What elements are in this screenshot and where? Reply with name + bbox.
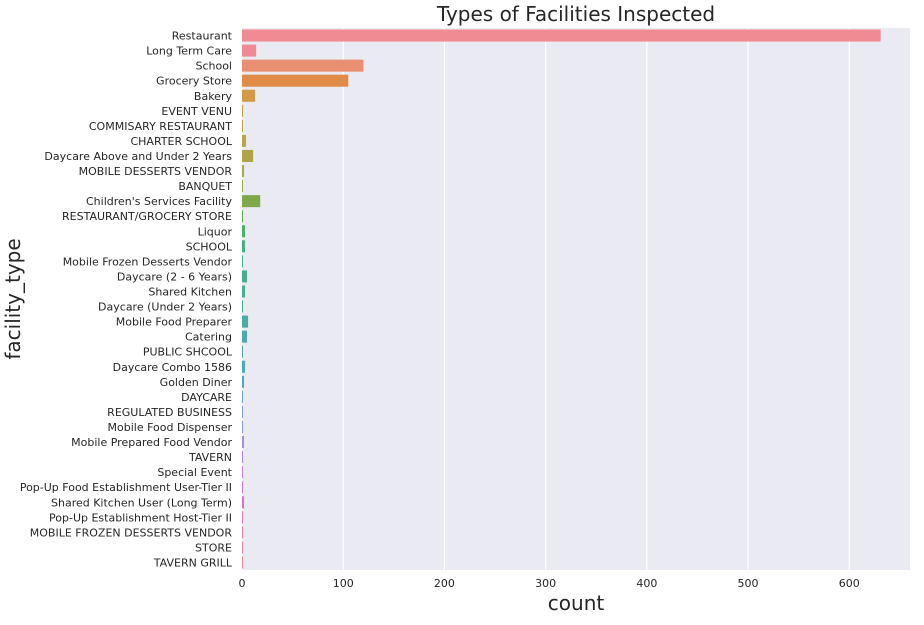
x-tick-label: 0 [239, 577, 246, 590]
x-tick-label: 600 [839, 577, 860, 590]
x-tick-label: 100 [333, 577, 354, 590]
bar [242, 345, 244, 358]
bar [242, 466, 244, 479]
bar [242, 225, 246, 238]
y-tick-label: PUBLIC SHCOOL [143, 346, 233, 359]
x-tick-label: 400 [636, 577, 657, 590]
y-axis-label: facility_type [1, 238, 25, 359]
y-tick-label: EVENT VENU [161, 105, 232, 118]
y-tick-label: Bakery [194, 90, 233, 103]
bar [242, 330, 248, 343]
bar [242, 300, 244, 313]
y-tick-label: TAVERN [188, 451, 232, 464]
y-tick-label: DAYCARE [181, 391, 232, 404]
y-tick-label: School [195, 60, 232, 73]
y-tick-label: MOBILE DESSERTS VENDOR [79, 165, 233, 178]
bar [242, 315, 249, 328]
bar [242, 180, 244, 193]
bar [242, 541, 244, 554]
bar [242, 119, 244, 132]
y-tick-label: Pop-Up Establishment Host-Tier II [49, 511, 232, 524]
bar [242, 405, 244, 418]
y-tick-label: BANQUET [178, 180, 232, 193]
y-tick-label: Golden Diner [160, 376, 233, 389]
x-tick-labels: 0 100 200 300 400 500 600 [239, 577, 860, 590]
y-tick-label: CHARTER SCHOOL [130, 135, 232, 148]
y-tick-label: Liquor [198, 225, 233, 238]
y-tick-label: COMMISARY RESTAURANT [89, 120, 232, 133]
x-tick-label: 500 [738, 577, 759, 590]
y-tick-label: Daycare Above and Under 2 Years [44, 150, 232, 163]
bar [242, 74, 349, 87]
bars [242, 29, 881, 569]
bar [242, 240, 246, 253]
y-tick-label: SCHOOL [186, 240, 233, 253]
y-tick-label: Catering [185, 331, 232, 344]
bar [242, 375, 245, 388]
y-tick-label: REGULATED BUSINESS [107, 406, 232, 419]
bar [242, 556, 244, 569]
y-tick-label: Daycare Combo 1586 [113, 361, 232, 374]
y-tick-label: TAVERN GRILL [153, 556, 233, 569]
bar [242, 89, 256, 102]
bar [242, 390, 244, 403]
bar [242, 526, 244, 539]
y-tick-labels: Restaurant Long Term Care School Grocery St… [20, 30, 233, 570]
bar [242, 511, 244, 524]
bar [242, 210, 244, 223]
y-tick-label: Long Term Care [146, 45, 232, 58]
y-tick-label: Grocery Store [156, 75, 232, 88]
bar [242, 255, 244, 268]
chart-title: Types of Facilities Inspected [436, 2, 715, 26]
bar [242, 285, 246, 298]
y-tick-label: RESTAURANT/GROCERY STORE [62, 210, 232, 223]
x-tick-label: 200 [434, 577, 455, 590]
bar [242, 134, 247, 147]
y-tick-label: Mobile Food Preparer [116, 316, 233, 329]
y-tick-label: Daycare (Under 2 Years) [98, 301, 232, 314]
bar [242, 436, 245, 449]
bar [242, 149, 254, 162]
y-tick-label: Mobile Prepared Food Vendor [71, 436, 232, 449]
gridlines [241, 28, 850, 570]
bar [242, 195, 261, 208]
bar [242, 451, 244, 464]
y-tick-label: Restaurant [172, 30, 233, 43]
plot-background [242, 28, 910, 570]
bar [242, 29, 881, 42]
x-axis-label: count [548, 591, 605, 615]
y-tick-label: MOBILE FROZEN DESSERTS VENDOR [30, 526, 233, 539]
y-tick-label: Mobile Frozen Desserts Vendor [63, 255, 233, 268]
y-tick-label: Children's Services Facility [86, 195, 232, 208]
bar [242, 44, 257, 57]
bar [242, 104, 244, 117]
y-tick-label: Daycare (2 - 6 Years) [117, 270, 232, 283]
bar [242, 420, 244, 433]
bar [242, 481, 244, 494]
y-tick-label: Shared Kitchen [148, 285, 232, 298]
y-tick-label: Shared Kitchen User (Long Term) [51, 496, 232, 509]
bar [242, 496, 245, 509]
y-tick-label: Mobile Food Dispenser [108, 421, 233, 434]
bar [242, 59, 364, 72]
x-tick-label: 300 [535, 577, 556, 590]
bar [242, 360, 246, 373]
y-tick-label: Pop-Up Food Establishment User-Tier II [20, 481, 232, 494]
y-tick-label: Special Event [157, 466, 232, 479]
bar [242, 165, 245, 178]
bar [242, 270, 248, 283]
y-tick-label: STORE [195, 541, 232, 554]
